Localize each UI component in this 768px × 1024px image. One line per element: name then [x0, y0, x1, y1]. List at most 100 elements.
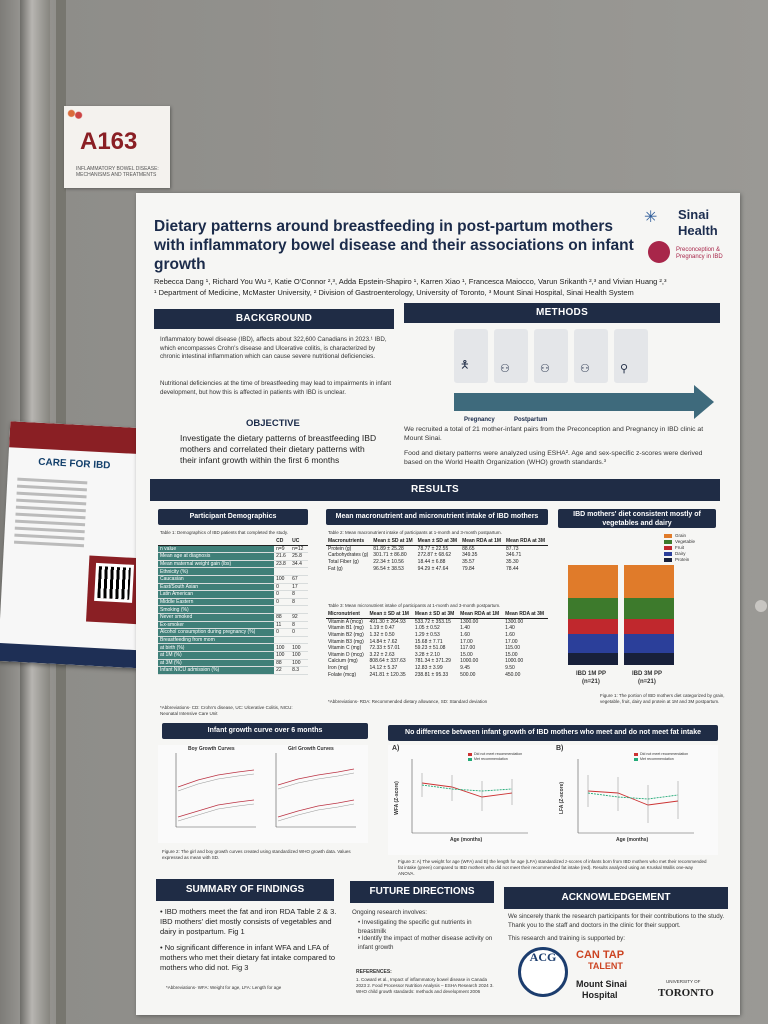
- table-cell: Calcium (mg): [328, 658, 358, 665]
- demographics-heading: Participant Demographics: [158, 509, 308, 525]
- table-header-cell: UC: [290, 538, 308, 546]
- table-cell: Never smoked: [158, 613, 275, 622]
- table-cell: 81.89 ± 25.28: [373, 545, 404, 552]
- micronutrient-row: Vitamin A (mcg) 491.30 ± 264.93 533.72 ± 3…: [326, 618, 548, 625]
- table-cell: Smoking (%): [158, 605, 275, 614]
- table-cell: 72.33 ± 57.01: [369, 645, 401, 652]
- micronutrient-row: Vitamin B2 (mg) 1.32 ± 0.50 1.29 ± 0.53 1.6…: [326, 632, 548, 639]
- diet-bar-1m-label: IBD 1M PP: [576, 671, 607, 677]
- table-cell: Mean age at diagnosis: [158, 552, 275, 561]
- table-cell: 1300.00: [460, 618, 479, 625]
- room-subtitle: INFLAMMATORY BOWEL DISEASE: MECHANISMS A…: [76, 166, 159, 178]
- demographics-row: at 3M (%) 88 100: [158, 659, 308, 668]
- table-cell: 241.81 ± 120.35: [369, 671, 406, 678]
- table-header-cell: Mean RDA at 1M: [458, 611, 504, 619]
- micronutrient-row: Vitamin B3 (mg) 14.84 ± 7.62 15.68 ± 7.71 1…: [326, 638, 548, 645]
- micronutrient-table: Micronutrient Mean ± SD at 1M Mean ± SD at…: [326, 611, 548, 678]
- micronutrient-row: Vitamin D (mcg) 3.22 ± 2.63 3.28 ± 2.10 15.…: [326, 652, 548, 659]
- wfa-axis-label: WFA (Z-score): [393, 781, 400, 815]
- table-cell: Protein (g): [328, 545, 352, 552]
- table-cell: 0: [274, 628, 291, 637]
- fig3-legend-green-b: Met recommendation: [640, 757, 674, 761]
- table-cell: 15.00: [460, 651, 473, 658]
- room-number: A163: [80, 128, 138, 155]
- cantap-logo-line2: TALENT: [588, 961, 623, 971]
- table-cell: 100: [274, 575, 291, 584]
- table3-caption: Table 3: Mean micronutrient intake of pa…: [328, 603, 501, 608]
- table-cell: Iron (mg): [328, 665, 349, 672]
- demographics-row: Infant NICU admission (%) 22 8.3: [158, 666, 308, 675]
- methods-figure: 🯅 ⚇ ⚇ ⚇ ⚲ Pregnancy Postpartum: [454, 329, 714, 429]
- demographics-row: Ex-smoker 11 8: [158, 621, 308, 630]
- fig3-legend-red: Did not meet recommendation: [474, 752, 523, 756]
- micronutrient-row: Vitamin B1 (mg) 1.19 ± 0.47 1.05 ± 0.52 1.4…: [326, 625, 548, 632]
- table-cell: Infant NICU admission (%): [158, 666, 275, 675]
- table-header-cell: Mean ± SD at 1M: [371, 538, 416, 546]
- table2-caption: Table 2: Mean macronutrient intake of pa…: [328, 530, 502, 535]
- table-header-cell: Mean RDA at 3M: [504, 538, 548, 546]
- table-cell: 12.83 ± 3.99: [414, 665, 443, 672]
- table-header-cell: Mean ± SD at 3M: [412, 611, 459, 619]
- diet-bar-1m-n: (n=21): [582, 679, 600, 685]
- table-cell: 23.8: [274, 560, 291, 569]
- msh-logo-line1: Mount Sinai: [576, 979, 627, 989]
- sinai-logo-word2: Health: [678, 223, 718, 238]
- table-cell: Vitamin A (mcg): [328, 618, 363, 625]
- background-p1: Inflammatory bowel disease (IBD), affect…: [160, 336, 387, 361]
- diet-bar-segment-dairy: [568, 634, 618, 653]
- table-cell: 78.77 ± 22.55: [417, 545, 449, 552]
- table-cell: Ethnicity (%): [158, 567, 275, 576]
- bullet-icon: •: [358, 935, 362, 942]
- research-poster: Dietary patterns around breastfeeding in…: [136, 193, 740, 1015]
- preconception-logo-icon: [648, 241, 670, 263]
- nutrient-heading: Mean macronutrient and micronutrient int…: [326, 509, 548, 525]
- table-cell: 781.34 ± 371.29: [414, 658, 451, 665]
- fig3-legend-green: Met recommendation: [474, 757, 508, 761]
- table-header-cell: Mean ± SD at 1M: [367, 611, 413, 619]
- diet-bar-segment-protein: [568, 652, 618, 665]
- girl-curve-title: Girl Growth Curves: [288, 746, 334, 752]
- table-cell: 8: [290, 590, 308, 599]
- legend-swatch: [664, 545, 672, 550]
- table-cell: 14.12 ± 5.37: [369, 665, 398, 672]
- zscore-svg: [411, 753, 694, 834]
- table-cell: 1.05 ± 0.52: [414, 625, 440, 632]
- table-cell: Fat (g): [328, 565, 343, 572]
- table-cell: 100: [290, 659, 308, 668]
- diet-bar-3m: [624, 565, 674, 665]
- diet-bar-segment-grain: [624, 565, 674, 598]
- table-cell: 1.40: [460, 625, 470, 632]
- summary-bullet-2-text: No significant difference in infant WFA …: [160, 943, 336, 972]
- diet-bar-segment-fruit: [568, 618, 618, 635]
- table-cell: at 3M (%): [158, 659, 275, 668]
- table-cell: 1000.00: [505, 658, 524, 665]
- ack-heading: ACKNOWLEDGEMENT: [504, 887, 728, 909]
- table-cell: 115.00: [505, 645, 520, 652]
- table-cell: [274, 605, 291, 614]
- table-cell: 1000.00: [460, 658, 479, 665]
- preconception-logo-text: Preconception & Pregnancy in IBD: [676, 247, 723, 260]
- table-cell: 117.00: [460, 645, 476, 652]
- table-cell: at birth (%): [158, 643, 275, 652]
- timeline-arrowhead: [694, 385, 714, 419]
- table-cell: 17.00: [505, 638, 518, 645]
- table-cell: 0: [274, 590, 291, 599]
- table-cell: 25.8: [290, 552, 308, 561]
- table1-caption: Table 1: Demographics of IBD patients th…: [160, 530, 288, 535]
- legend-label: Dairy: [675, 551, 686, 556]
- table-cell: 0: [290, 628, 308, 637]
- table-cell: 3.22 ± 2.63: [369, 651, 395, 658]
- panel-b-label: B): [556, 745, 564, 752]
- micronutrient-row: Folate (mcg) 241.81 ± 120.35 238.81 ± 95.3…: [326, 671, 548, 678]
- table-cell: 8: [290, 598, 308, 607]
- method-step-2: ⚇: [494, 329, 528, 383]
- diet-bar-1m: [568, 565, 618, 665]
- table-cell: 100: [274, 643, 291, 652]
- table-cell: 88.65: [462, 545, 475, 552]
- figure2-caption: Figure 2: The girl and boy growth curves…: [162, 849, 351, 860]
- age-axis-label-a: Age (months): [450, 837, 483, 843]
- table-cell: East/South Asian: [158, 583, 275, 592]
- table-cell: 301.71 ± 86.80: [373, 552, 407, 559]
- table-cell: 15.00: [505, 651, 518, 658]
- table-cell: 22: [274, 666, 291, 675]
